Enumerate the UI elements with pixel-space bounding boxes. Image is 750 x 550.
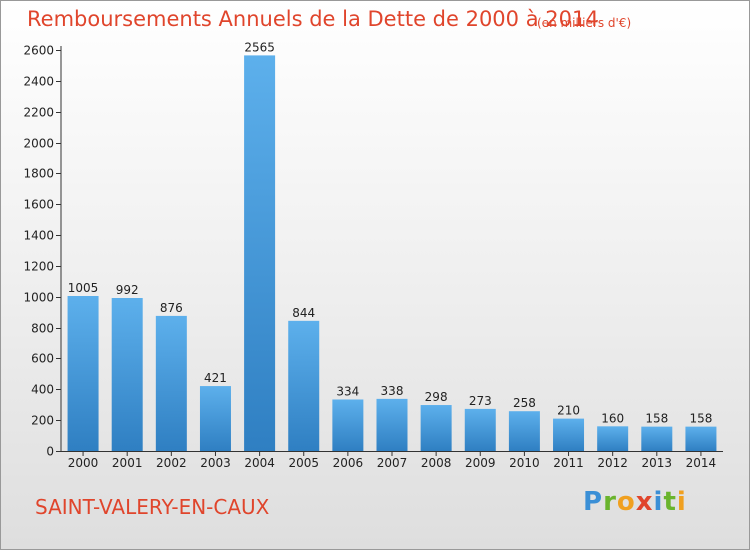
- bar-value-label: 421: [204, 371, 227, 385]
- bar: [244, 55, 276, 452]
- x-tick-label: 2000: [68, 456, 99, 470]
- bar: [641, 426, 673, 451]
- x-tick-label: 2014: [686, 456, 717, 470]
- bar-value-label: 338: [381, 384, 404, 398]
- x-tick-label: 2007: [377, 456, 408, 470]
- x-tick-label: 2012: [597, 456, 628, 470]
- x-tick-label: 2010: [509, 456, 540, 470]
- bar-value-label: 160: [601, 411, 624, 425]
- y-tick-label: 800: [31, 322, 54, 336]
- x-tick-label: 2005: [288, 456, 319, 470]
- x-tick-label: 2009: [465, 456, 496, 470]
- bar: [332, 399, 364, 451]
- x-tick-label: 2004: [244, 456, 275, 470]
- y-tick-label: 1200: [23, 260, 54, 274]
- y-tick-label: 400: [31, 383, 54, 397]
- x-tick-label: 2006: [333, 456, 364, 470]
- logo-letter: P: [583, 487, 604, 517]
- bar-value-label: 334: [336, 384, 359, 398]
- x-tick-label: 2003: [200, 456, 231, 470]
- y-tick-label: 2000: [23, 137, 54, 151]
- x-tick-label: 2008: [421, 456, 452, 470]
- logo-letter: x: [635, 487, 654, 517]
- bar-value-label: 992: [116, 283, 139, 297]
- y-tick-label: 2600: [23, 44, 54, 58]
- bar: [111, 298, 143, 451]
- bar: [199, 386, 231, 451]
- commune-name: SAINT-VALERY-EN-CAUX: [35, 495, 270, 519]
- bar: [155, 315, 187, 451]
- bar: [553, 418, 585, 451]
- logo-letter: i: [676, 487, 687, 517]
- bar: [288, 320, 320, 451]
- bar-value-label: 258: [513, 396, 536, 410]
- bar-value-label: 298: [425, 390, 448, 404]
- proxiti-logo[interactable]: Proxiti: [583, 487, 687, 517]
- chart-title: Remboursements Annuels de la Dette de 20…: [27, 7, 599, 31]
- logo-letter: t: [663, 487, 677, 517]
- bar-value-label: 1005: [68, 281, 99, 295]
- bar-value-label: 158: [645, 412, 668, 426]
- chart-unit: (en milliers d'€): [537, 16, 632, 30]
- y-tick-label: 600: [31, 352, 54, 366]
- x-tick-label: 2011: [553, 456, 584, 470]
- x-tick-label: 2002: [156, 456, 187, 470]
- x-tick-label: 2013: [642, 456, 673, 470]
- y-tick-label: 1000: [23, 291, 54, 305]
- y-tick-label: 2400: [23, 75, 54, 89]
- logo-letter: o: [616, 487, 636, 517]
- bar-value-label: 210: [557, 404, 580, 418]
- bar-value-label: 876: [160, 301, 183, 315]
- bar-value-label: 273: [469, 394, 492, 408]
- bar: [508, 411, 540, 451]
- bar: [464, 408, 496, 451]
- bar: [597, 426, 629, 451]
- x-tick-label: 2001: [112, 456, 143, 470]
- bar: [67, 295, 99, 451]
- y-tick-label: 2200: [23, 106, 54, 120]
- bar: [420, 405, 452, 451]
- logo-letter: i: [653, 487, 664, 517]
- bar-value-label: 2565: [244, 40, 275, 54]
- y-tick-label: 1400: [23, 229, 54, 243]
- bar: [376, 398, 408, 451]
- bar-value-label: 158: [689, 412, 712, 426]
- y-tick-label: 1800: [23, 167, 54, 181]
- y-tick-label: 1600: [23, 198, 54, 212]
- y-tick-label: 200: [31, 414, 54, 428]
- bar-value-label: 844: [292, 306, 315, 320]
- bar: [685, 426, 717, 451]
- logo-letter: r: [603, 487, 617, 517]
- y-tick-label: 0: [46, 445, 54, 459]
